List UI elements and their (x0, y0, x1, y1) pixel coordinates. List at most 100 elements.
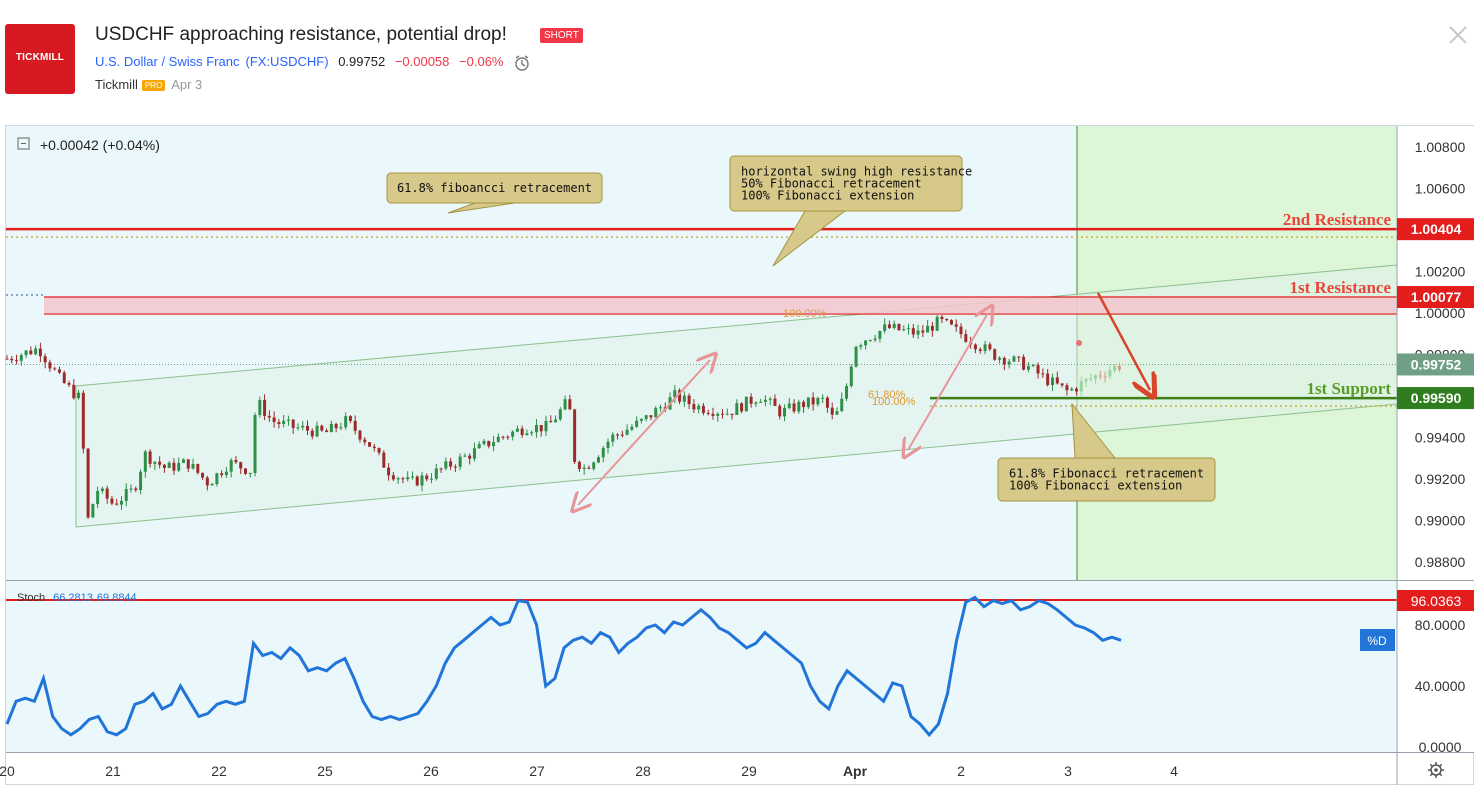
candle-body (506, 436, 510, 438)
candle-body (286, 419, 290, 421)
candle-body (67, 382, 71, 385)
y-tick-label: 0.99400 (1415, 430, 1466, 446)
x-tick-label: 4 (1170, 763, 1178, 779)
candle-body (320, 425, 324, 431)
candle-body (201, 472, 205, 478)
candle-body (306, 425, 310, 431)
candle-body (792, 403, 796, 412)
candle-body (725, 413, 729, 415)
candle-body (549, 420, 553, 423)
candle-body (883, 324, 887, 331)
symbol-name-link[interactable]: U.S. Dollar / Swiss Franc (95, 54, 240, 70)
candle-body (554, 419, 558, 423)
candle-body (811, 397, 815, 405)
symbol-code-link[interactable]: (FX:USDCHF) (245, 54, 329, 70)
close-icon[interactable] (1447, 24, 1469, 46)
candle-body (325, 430, 329, 433)
candle-body (1041, 373, 1045, 375)
short-badge: SHORT (540, 28, 583, 43)
price-change: −0.00058 (394, 54, 450, 70)
candle-body (406, 477, 410, 480)
candle-body (916, 330, 920, 335)
candle-body (420, 475, 424, 486)
callout-pointer (447, 202, 516, 214)
candle-body (396, 478, 400, 480)
candle-body (191, 463, 195, 469)
candle-body (153, 461, 157, 464)
alarm-clock-icon[interactable] (513, 54, 531, 72)
candle-body (248, 472, 252, 474)
candle-body (472, 448, 476, 459)
candle-body (96, 490, 100, 505)
price-tag-text: 0.99752 (1411, 356, 1462, 372)
candle-body (783, 407, 787, 417)
candle-body (954, 324, 958, 327)
collapse-pane-icon[interactable] (17, 137, 30, 150)
candle-body (263, 399, 267, 416)
candle-body (81, 392, 85, 449)
candle-body (501, 436, 505, 438)
candle-body (100, 488, 104, 491)
candle-body (1103, 376, 1107, 378)
candle-body (716, 413, 720, 416)
channel-upper-line (75, 264, 1398, 387)
candle-body (267, 415, 271, 418)
candle-body (878, 330, 882, 339)
callout-pointer (772, 210, 846, 267)
candle-body (601, 447, 605, 458)
price-tag-text: 0.99590 (1411, 390, 1462, 406)
candle-body (110, 498, 114, 504)
x-tick-label: 2 (957, 763, 965, 779)
candle-body (391, 475, 395, 480)
candle-body (148, 451, 152, 464)
candle-body (115, 503, 119, 505)
candle-body (635, 420, 639, 427)
candle-body (740, 403, 744, 412)
level-label: 2nd Resistance (1283, 210, 1392, 229)
candle-body (57, 369, 61, 373)
x-axis: 20 21 22 25 26 27 28 29 Apr 2 3 4 (0, 752, 1474, 779)
candle-body (845, 386, 849, 399)
channel-lower-line (75, 403, 1398, 528)
candle-body (258, 399, 262, 416)
level-label: 1st Support (1306, 379, 1391, 398)
candle-body (19, 355, 23, 361)
candle-body (339, 427, 343, 429)
candle-body (344, 416, 348, 428)
candle-body (754, 402, 758, 404)
candle-body (1117, 365, 1121, 370)
callout-text: 61.8% Fibonacci retracement (1009, 467, 1204, 481)
candle-body (372, 446, 376, 449)
candle-body (277, 422, 281, 424)
candle-body (630, 426, 634, 430)
percent-d-button[interactable] (1360, 629, 1395, 651)
candle-body (1031, 365, 1035, 367)
candle-body (887, 324, 891, 329)
candle-body (48, 362, 52, 369)
candle-body (892, 323, 896, 329)
publish-date: Apr 3 (171, 77, 203, 92)
x-tick-label: 3 (1064, 763, 1072, 779)
candle-body (220, 473, 224, 476)
candle-body (897, 323, 901, 331)
candle-body (964, 334, 968, 342)
candle-body (167, 462, 171, 468)
candle-body (787, 403, 791, 408)
candle-body (993, 349, 997, 360)
callout-text: horizontal swing high resistance (741, 165, 972, 179)
y-tick-label: 1.00800 (1415, 139, 1466, 155)
candle-body (434, 468, 438, 479)
author-name[interactable]: Tickmill (95, 77, 138, 92)
candle-body (458, 456, 462, 467)
candle-body (401, 478, 405, 480)
resistance-zone (44, 297, 1397, 315)
y-tick-label: 1.00200 (1415, 264, 1466, 280)
x-tick-label: 28 (635, 763, 651, 779)
candle-body (1017, 356, 1021, 358)
candle-body (387, 467, 391, 476)
price-tag (1397, 286, 1474, 309)
main-legend: +0.00042 (+0.04%) (17, 137, 160, 153)
candle-body (1079, 381, 1083, 392)
settings-gear-icon[interactable] (1428, 762, 1444, 778)
